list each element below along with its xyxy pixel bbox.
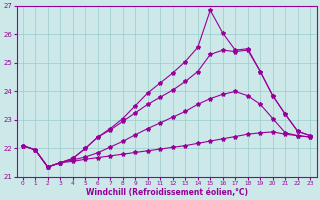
X-axis label: Windchill (Refroidissement éolien,°C): Windchill (Refroidissement éolien,°C)	[85, 188, 248, 197]
